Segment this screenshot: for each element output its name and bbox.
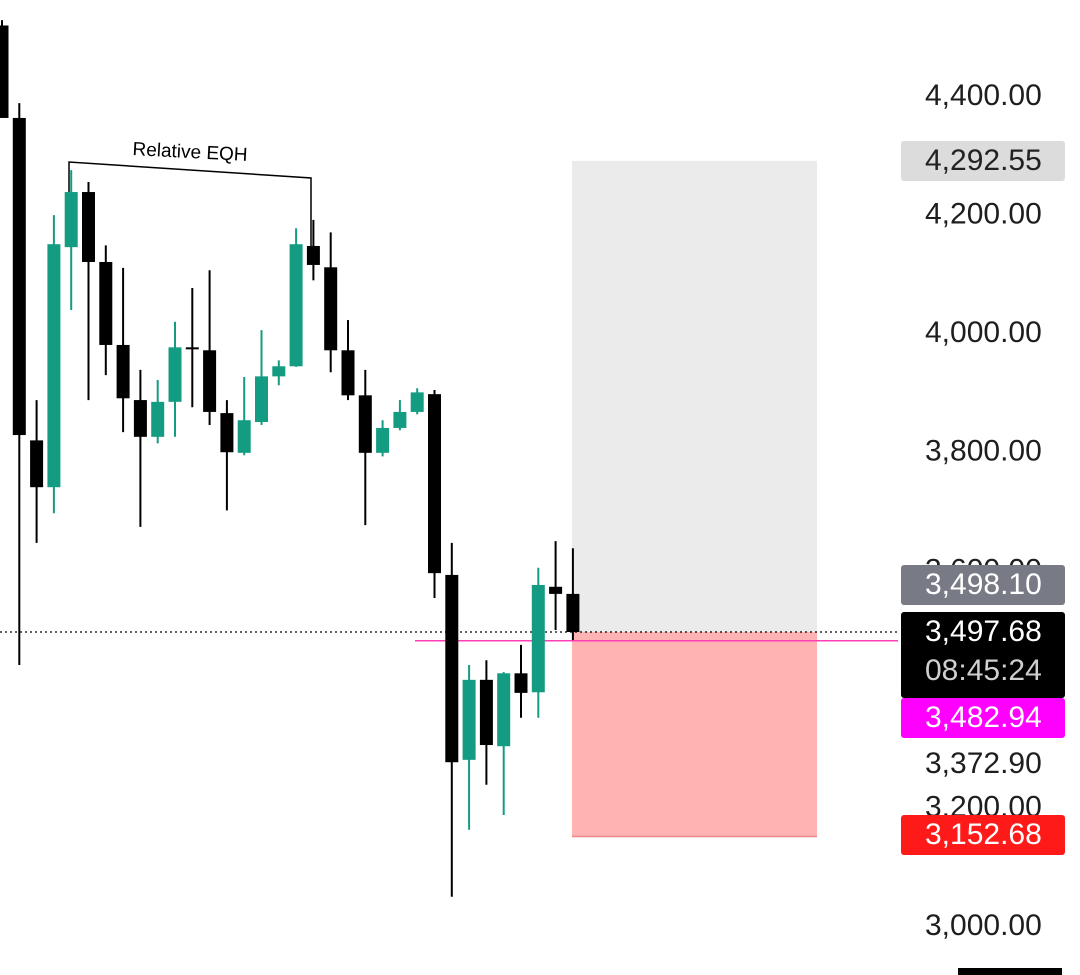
price-badge xyxy=(901,141,1065,181)
y-tick-label: 4,000.00 xyxy=(925,316,1042,349)
candle-body xyxy=(445,574,459,763)
price-badge xyxy=(901,698,1065,738)
candle-body xyxy=(549,586,563,594)
candle-body xyxy=(64,192,78,248)
candle-body xyxy=(341,350,355,396)
candle-body xyxy=(151,401,165,437)
y-tick-label: 4,400.00 xyxy=(925,79,1042,112)
candle-body xyxy=(566,593,580,633)
candle-body xyxy=(393,411,407,428)
candle-body xyxy=(220,413,234,453)
price-badge xyxy=(901,815,1065,855)
candle-body xyxy=(531,585,545,693)
candle-body xyxy=(12,117,26,436)
candle-body xyxy=(376,427,390,453)
eqh-bracket xyxy=(68,161,312,246)
candle-body xyxy=(462,679,476,760)
candle-body xyxy=(99,261,113,345)
candle-body xyxy=(324,267,338,351)
price-badge-label: 3,372.90 xyxy=(925,747,1042,780)
y-tick-label: 3,000.00 xyxy=(925,909,1042,942)
countdown: 08:45:24 xyxy=(925,654,1042,687)
candle-body xyxy=(358,395,372,453)
candle-body xyxy=(497,673,511,747)
y-tick-label: 4,200.00 xyxy=(925,198,1042,231)
candle-body xyxy=(410,392,424,412)
price-badge xyxy=(901,565,1065,605)
candle-body xyxy=(255,376,268,423)
candle-body xyxy=(185,347,199,350)
candle-body xyxy=(116,344,130,399)
price-badge-label: 3,152.68 xyxy=(925,818,1042,851)
offscreen-badge xyxy=(958,968,1062,975)
price-badge-label: 3,498.10 xyxy=(925,568,1042,601)
price-badge xyxy=(901,744,1065,784)
candle-body xyxy=(47,244,61,488)
candle-body xyxy=(0,25,9,118)
y-tick-label: 3,800.00 xyxy=(925,435,1042,468)
price-badge xyxy=(901,612,1065,698)
price-badge-label: 3,482.94 xyxy=(925,701,1042,734)
candle-body xyxy=(289,244,303,367)
price-badge-label: 4,292.55 xyxy=(925,144,1042,177)
candle-body xyxy=(272,366,286,377)
candle-body xyxy=(203,350,217,412)
candle-body xyxy=(514,673,528,693)
candle-body xyxy=(133,400,147,437)
annotation: Relative EQH xyxy=(132,139,248,166)
candle-body xyxy=(428,394,441,574)
candle-body xyxy=(479,679,493,746)
price-badge-label: 3,497.68 xyxy=(925,615,1042,648)
candle-body xyxy=(168,347,182,402)
target-zone xyxy=(572,160,817,633)
candle-body xyxy=(30,440,44,488)
candle-body xyxy=(237,420,251,453)
candle-body xyxy=(82,192,95,262)
candle-body xyxy=(306,245,320,265)
stop-zone xyxy=(572,632,817,837)
